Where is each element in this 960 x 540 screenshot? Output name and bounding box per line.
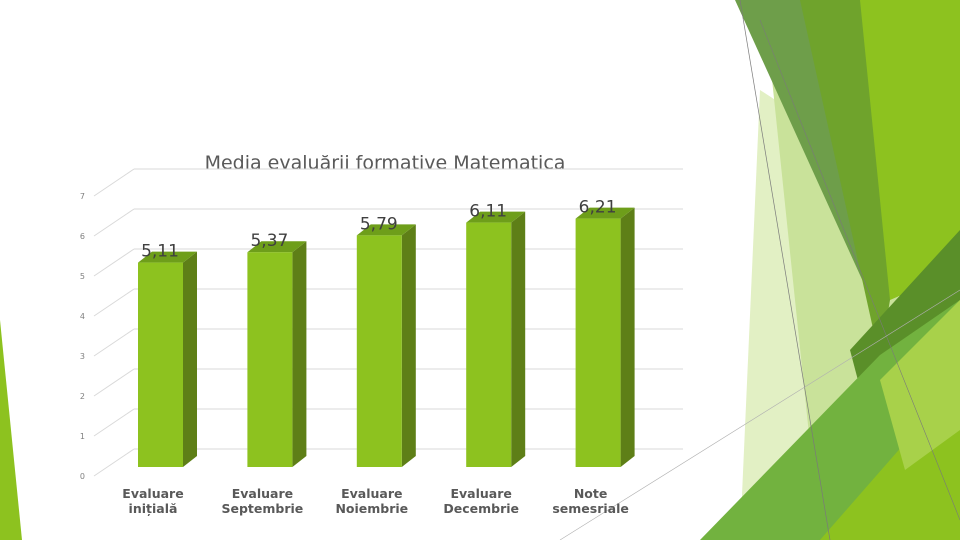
bar-front [575, 218, 621, 467]
category-label: Noiembrie [335, 501, 408, 516]
bar [247, 241, 307, 467]
y-tick-label: 2 [80, 392, 85, 401]
bars [138, 207, 635, 467]
bar-front [356, 235, 402, 467]
thin-line-2 [759, 19, 960, 521]
data-labels: 5,11 5,37 5,79 6,11 6,21 [141, 198, 616, 262]
y-tick-label: 4 [80, 312, 85, 321]
bar-front [138, 262, 183, 467]
category-label: Evaluare [341, 486, 402, 501]
gridline-depth [93, 248, 135, 277]
bar-side [292, 241, 307, 467]
category-label: semesriale [552, 501, 629, 516]
gridline-depth [93, 368, 135, 397]
bar-top [575, 207, 635, 219]
left-edge-facet [0, 320, 22, 540]
data-label: 5,11 [141, 242, 179, 262]
chart-title: Media evaluării formative Matematica [205, 152, 566, 174]
y-tick-label: 0 [80, 472, 85, 481]
category-label: Decembrie [443, 501, 519, 516]
y-tick-label: 1 [80, 432, 85, 441]
bar-top [356, 224, 416, 236]
category-label: Evaluare [232, 486, 293, 501]
category-label: Note [574, 486, 608, 501]
bar-top [247, 241, 307, 253]
category-label: inițială [129, 501, 178, 516]
bar-side [401, 224, 416, 467]
bar-top [466, 211, 526, 223]
category-labels: EvaluareinițialăEvaluareSeptembrieEvalua… [122, 486, 629, 516]
gridline-depth [93, 408, 135, 437]
bar-side [620, 207, 635, 467]
bar [466, 211, 526, 467]
thin-line-1 [739, 0, 831, 540]
data-label: 6,11 [469, 202, 507, 222]
y-tick-label: 6 [80, 232, 85, 241]
bar [575, 207, 635, 467]
category-label: Evaluare [122, 486, 183, 501]
bar-front [247, 252, 293, 467]
y-tick-label: 7 [80, 192, 85, 201]
gridline-depth [93, 208, 135, 237]
category-label: Evaluare [451, 486, 512, 501]
right-facet-bright [860, 0, 960, 300]
category-label: Septembrie [222, 501, 304, 516]
bar [356, 224, 416, 467]
bar-top [138, 251, 197, 263]
thin-line-3 [559, 289, 960, 540]
gridline-depth [93, 168, 135, 197]
bar-side [183, 251, 197, 467]
y-axis-ticks: 0 1 2 3 4 5 6 7 [80, 192, 85, 481]
bottom-facet-soft [880, 300, 960, 470]
bar-front [466, 222, 512, 467]
bar-side [511, 211, 526, 467]
data-label: 5,79 [360, 214, 398, 234]
gridline-depth [93, 288, 135, 317]
y-tick-label: 5 [80, 272, 85, 281]
gridline-depth [93, 328, 135, 357]
gridline-depth [93, 448, 135, 477]
y-tick-label: 3 [80, 352, 85, 361]
bar [138, 251, 197, 467]
data-label: 5,37 [250, 231, 288, 251]
data-label: 6,21 [579, 198, 617, 218]
